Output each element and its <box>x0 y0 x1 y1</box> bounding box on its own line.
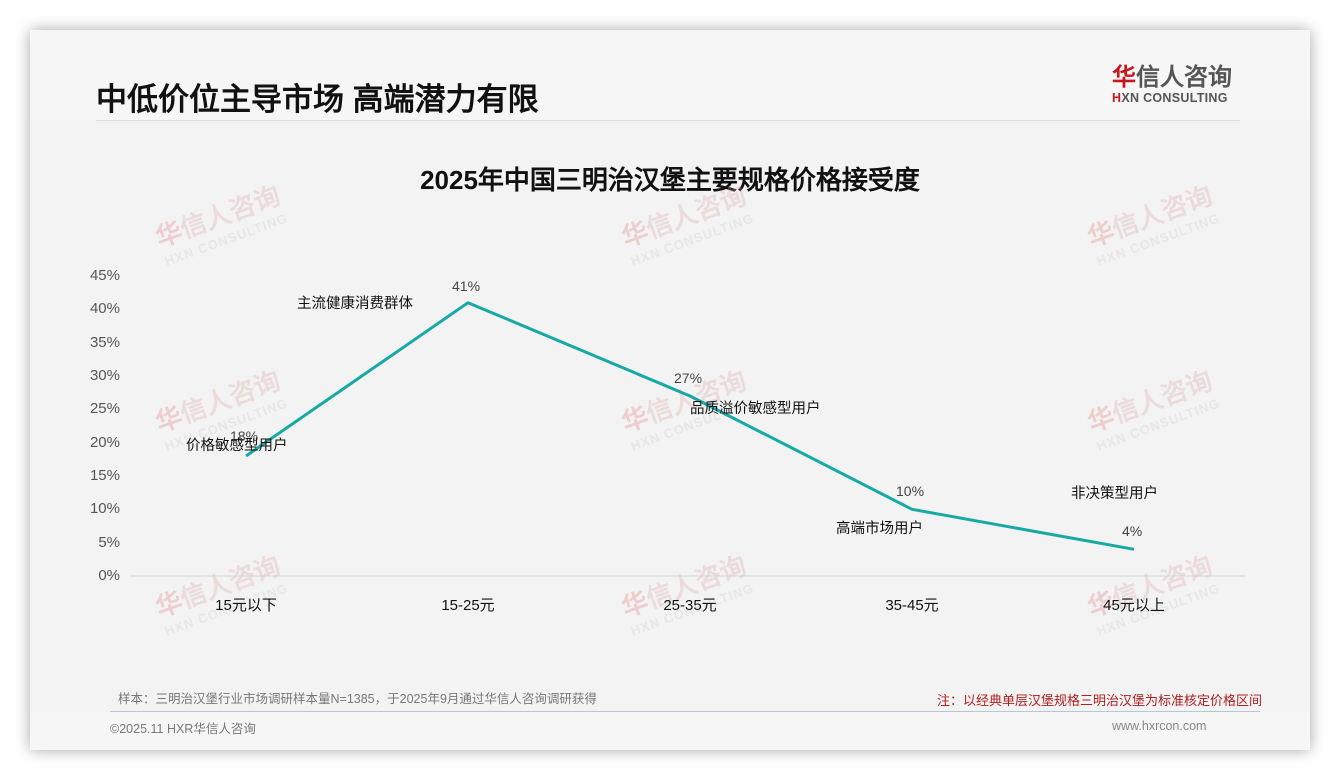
segment-annotation: 高端市场用户 <box>836 521 923 537</box>
y-tick-label: 15% <box>89 467 120 484</box>
x-tick-label: 15元以下 <box>215 597 277 614</box>
data-label: 10% <box>896 483 925 499</box>
y-tick-label: 20% <box>89 434 120 451</box>
data-label: 41% <box>452 278 481 294</box>
line-plot <box>130 301 1245 577</box>
segment-annotation: 品质溢价敏感型用户 <box>690 401 821 417</box>
y-tick-label: 35% <box>89 334 120 351</box>
company-logo: 华信人咨询 HXN CONSULTING <box>1112 64 1242 105</box>
y-tick-label: 0% <box>98 567 120 584</box>
header-band <box>30 30 1310 120</box>
x-tick-label: 35-45元 <box>885 597 939 614</box>
x-tick-label: 45元以上 <box>1103 597 1165 614</box>
data-label: 18% <box>230 428 259 444</box>
logo-english: HXN CONSULTING <box>1112 91 1228 105</box>
y-tick-label: 45% <box>89 267 120 284</box>
footer-divider <box>110 711 1260 712</box>
logo-chinese: 华信人咨询 <box>1112 64 1232 91</box>
price-note: 注：以经典单层汉堡规格三明治汉堡为标准核定价格区间 <box>936 693 1262 708</box>
slide: 中低价位主导市场 高端潜力有限 华信人咨询 HXN CONSULTING 202… <box>30 30 1310 750</box>
y-tick-label: 40% <box>89 300 120 317</box>
y-tick-label: 10% <box>89 500 120 517</box>
y-tick-label: 5% <box>98 534 120 551</box>
y-tick-label: 25% <box>89 400 120 417</box>
page-title: 中低价位主导市场 高端潜力有限 <box>96 82 539 117</box>
series-line <box>245 301 1135 551</box>
footer-band <box>30 712 1310 750</box>
sample-note: 样本：三明治汉堡行业市场调研样本量N=1385，于2025年9月通过华信人咨询调… <box>118 692 597 706</box>
chart-title: 2025年中国三明治汉堡主要规格价格接受度 <box>420 165 920 195</box>
copyright: ©2025.11 HXR华信人咨询 <box>110 722 256 736</box>
x-tick-label: 25-35元 <box>663 597 717 614</box>
segment-annotation: 主流健康消费群体 <box>297 296 413 312</box>
x-tick-label: 15-25元 <box>441 597 495 614</box>
segment-annotation: 价格敏感型用户 <box>186 438 288 454</box>
website-link[interactable]: www.hxrcon.com <box>1112 719 1207 733</box>
segment-annotation: 非决策型用户 <box>1071 486 1158 502</box>
data-label: 4% <box>1122 523 1143 539</box>
data-label: 27% <box>674 370 703 386</box>
y-tick-label: 30% <box>89 367 120 384</box>
title-divider <box>96 120 1240 121</box>
